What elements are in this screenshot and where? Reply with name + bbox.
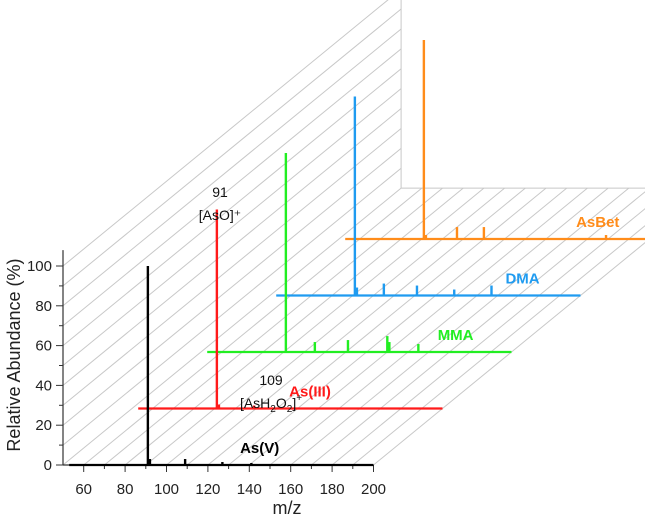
wall-grid-line: [62, 88, 402, 366]
floor-grid-line: [352, 225, 645, 466]
series-label: As(V): [240, 440, 279, 457]
x-tick-label: 100: [154, 481, 179, 498]
floor-grid-line: [166, 187, 505, 466]
wall-grid-line: [62, 48, 402, 327]
wall-grid-line: [62, 167, 402, 446]
formula-part-3: O: [276, 395, 287, 411]
annotation-91-formula: [AsO]⁺: [199, 207, 241, 223]
wall-grid-line: [62, 68, 402, 346]
y-tick-label: 100: [27, 258, 52, 275]
x-tick-label: 140: [237, 481, 262, 498]
wall-grid-line: [62, 108, 402, 386]
series-dma: [276, 96, 581, 297]
series-as-v-: [69, 266, 374, 467]
annotation-109: 109 [AsH2O2]+: [240, 372, 302, 415]
floor-grid-line: [104, 187, 443, 466]
y-axis-title: Relative Abundance (%): [4, 258, 24, 451]
floor-grid-line: [290, 187, 630, 466]
annotation-91: 91 [AsO]⁺: [199, 184, 241, 223]
y-tick-label: 40: [35, 377, 52, 394]
x-tick-label: 60: [75, 481, 92, 498]
wall-grid-line: [62, 28, 402, 307]
series-asbet: [345, 40, 645, 241]
y-tick-label: 20: [35, 417, 52, 434]
series-label: As(III): [289, 384, 331, 401]
formula-part-2: 2: [270, 404, 276, 415]
series-group: [69, 40, 645, 467]
wall-grid-line: [62, 147, 402, 426]
series-label: AsBet: [576, 214, 619, 231]
wall-grid-line: [62, 187, 402, 466]
floor-grid-line: [83, 187, 423, 466]
floor-grid-line: [331, 208, 645, 466]
x-tick-label: 120: [195, 481, 220, 498]
floor-grid-line: [248, 187, 588, 466]
floor-grid-line: [186, 187, 526, 466]
floor-grid-line: [207, 187, 547, 466]
annotation-109-formula: [AsH2O2]+: [240, 393, 302, 415]
series-mma: [207, 153, 512, 354]
y-tick-label: 80: [35, 298, 52, 315]
formula-part-6: +: [296, 393, 302, 404]
series-as-iii-: [138, 209, 443, 410]
grid: [62, 0, 645, 466]
floor-grid-line: [311, 191, 645, 466]
floor-grid-line: [145, 187, 485, 466]
x-axis-title: m/z: [273, 498, 302, 518]
y-tick-label: 60: [35, 338, 52, 355]
formula-part-5: ]: [292, 395, 296, 411]
wall-grid-line: [62, 128, 402, 406]
y-tick-label: 0: [44, 457, 52, 474]
annotation-109-number: 109: [259, 372, 283, 388]
floor-grid-line: [269, 187, 609, 466]
x-tick-label: 200: [361, 481, 386, 498]
x-tick-label: 80: [117, 481, 134, 498]
formula-part-1: [AsH: [240, 395, 270, 411]
formula-part-4: 2: [287, 404, 293, 415]
floor-grid-line: [124, 187, 464, 466]
floor-grid-line: [373, 242, 645, 466]
x-tick-label: 160: [278, 481, 303, 498]
x-tick-label: 180: [320, 481, 345, 498]
floor-grid-line: [228, 187, 568, 466]
labels: 0 20 40 60 80 100 60 80 100 120 140 160 180 200 AsBet D…: [27, 214, 619, 498]
series-label: MMA: [438, 327, 474, 344]
series-label: DMA: [505, 271, 539, 288]
wall-grid-line: [62, 8, 402, 287]
wall-grid-line: [62, 0, 389, 267]
annotation-91-number: 91: [212, 184, 228, 200]
